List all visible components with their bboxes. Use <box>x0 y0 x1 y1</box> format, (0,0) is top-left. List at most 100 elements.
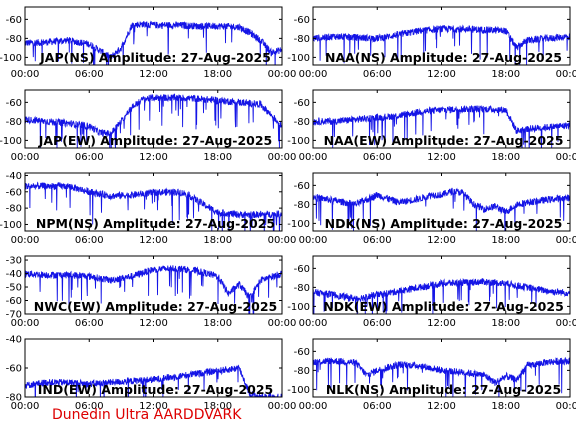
x-tick-label: 18:00 <box>203 235 232 246</box>
y-tick-label: -40 <box>6 269 22 280</box>
y-tick-label: -60 <box>294 15 310 26</box>
x-tick-label: 00:00 <box>11 318 40 329</box>
x-tick-label: 18:00 <box>491 69 520 80</box>
panel-title: JAP(EW) Amplitude: 27-Aug-2025 <box>38 133 273 148</box>
x-tick-label: 12:00 <box>139 318 168 329</box>
y-tick-label: -80 <box>6 117 22 128</box>
x-tick-label: 00:00 <box>299 152 328 163</box>
x-tick-label: 06:00 <box>363 318 392 329</box>
series-line <box>25 93 282 148</box>
x-tick-label: 18:00 <box>203 318 232 329</box>
y-tick-label: -80 <box>294 200 310 211</box>
x-tick-label: 00:00 <box>556 235 576 246</box>
x-tick-label: 00:00 <box>299 401 328 412</box>
y-tick-label: -60 <box>6 15 22 26</box>
y-tick-label: -80 <box>294 34 310 45</box>
x-tick-label: 06:00 <box>75 235 104 246</box>
panel-title: NAA(EW) Amplitude: 27-Aug-2025 <box>324 133 564 148</box>
y-tick-label: -50 <box>6 283 22 294</box>
x-tick-label: 12:00 <box>427 235 456 246</box>
chart-panel-5: 00:00 06:00 12:00 18:00 00:00 -100 -80 -60 -40 NP… <box>0 171 296 246</box>
panel-title: NPM(NS) Amplitude: 27-Aug-2025 <box>36 216 275 231</box>
y-tick-label: -60 <box>6 296 22 307</box>
y-tick-label: -100 <box>0 136 22 147</box>
y-tick-label: -60 <box>6 98 22 109</box>
y-tick-label: -60 <box>294 347 310 358</box>
y-tick-label: -100 <box>0 220 22 231</box>
series-line <box>25 364 282 397</box>
x-tick-label: 00:00 <box>11 152 40 163</box>
panel-title: NDK(NS) Amplitude: 27-Aug-2025 <box>325 216 563 231</box>
x-tick-label: 06:00 <box>363 69 392 80</box>
x-tick-label: 00:00 <box>299 318 328 329</box>
y-tick-label: -60 <box>294 181 310 192</box>
x-tick-label: 00:00 <box>268 401 297 412</box>
x-tick-label: 12:00 <box>427 69 456 80</box>
panel-title: IND(EW) Amplitude: 27-Aug-2025 <box>38 382 274 397</box>
x-tick-label: 12:00 <box>139 69 168 80</box>
x-tick-label: 00:00 <box>299 69 328 80</box>
x-tick-label: 12:00 <box>427 401 456 412</box>
series-line <box>313 104 570 148</box>
series-line <box>25 181 282 231</box>
y-tick-label: -100 <box>287 385 310 396</box>
y-tick-label: -80 <box>294 283 310 294</box>
series-line <box>313 24 570 65</box>
y-tick-label: -80 <box>6 204 22 215</box>
x-tick-label: 18:00 <box>203 69 232 80</box>
y-tick-label: -100 <box>287 219 310 230</box>
chart-panel-4: 00:00 06:00 12:00 18:00 00:00 -100 -80 -60 NAA(E… <box>287 89 576 163</box>
panel-title: NWC(EW) Amplitude: 27-Aug-2025 <box>34 299 277 314</box>
x-tick-label: 00:00 <box>556 152 576 163</box>
x-tick-label: 12:00 <box>139 401 168 412</box>
chart-panel-10: 00:00 06:00 12:00 18:00 00:00 -100 -80 -60 NLK(N… <box>287 338 576 412</box>
x-tick-label: 06:00 <box>75 152 104 163</box>
x-tick-label: 00:00 <box>11 69 40 80</box>
y-tick-label: -60 <box>294 98 310 109</box>
chart-panel-8: 00:00 06:00 12:00 18:00 00:00 -100 -80 -60 NDK(E… <box>287 255 576 329</box>
series-line <box>313 357 570 397</box>
y-tick-label: -60 <box>6 187 22 198</box>
x-tick-label: 00:00 <box>556 69 576 80</box>
y-tick-label: -80 <box>6 393 22 404</box>
x-tick-label: 00:00 <box>299 235 328 246</box>
chart-panel-9: 00:00 06:00 12:00 18:00 00:00-80-60-40IND(EW… <box>6 335 297 413</box>
x-tick-label: 18:00 <box>203 401 232 412</box>
x-tick-label: 06:00 <box>363 235 392 246</box>
y-tick-label: -80 <box>6 34 22 45</box>
series-line <box>313 277 570 314</box>
x-tick-label: 06:00 <box>363 152 392 163</box>
x-tick-label: 00:00 <box>11 401 40 412</box>
chart-panel-6: 00:00 06:00 12:00 18:00 00:00 -100 -80 -60 NDK(N… <box>287 172 576 246</box>
x-tick-label: 12:00 <box>139 235 168 246</box>
x-tick-label: 12:00 <box>427 318 456 329</box>
y-tick-label: -60 <box>294 264 310 275</box>
y-tick-label: -100 <box>287 136 310 147</box>
y-tick-label: -100 <box>287 302 310 313</box>
y-tick-label: -100 <box>287 53 310 64</box>
x-tick-label: 18:00 <box>203 152 232 163</box>
x-tick-label: 00:00 <box>11 235 40 246</box>
x-tick-label: 18:00 <box>491 152 520 163</box>
x-tick-label: 12:00 <box>427 152 456 163</box>
series-line <box>25 20 282 65</box>
chart-panel-1: 00:00 06:00 12:00 18:00 00:00 -100 -80 -60 JAP(N… <box>0 6 297 80</box>
x-tick-label: 00:00 <box>268 69 297 80</box>
footer-credit: Dunedin Ultra AARDDVARK <box>52 407 242 423</box>
series-line <box>25 265 282 314</box>
x-tick-label: 06:00 <box>75 318 104 329</box>
y-tick-label: -80 <box>294 117 310 128</box>
chart-panel-2: 00:00 06:00 12:00 18:00 00:00 -100 -80 -60 NAA(N… <box>287 6 576 80</box>
x-tick-label: 06:00 <box>75 401 104 412</box>
x-tick-label: 00:00 <box>268 318 297 329</box>
x-tick-label: 00:00 <box>268 235 297 246</box>
x-tick-label: 18:00 <box>491 401 520 412</box>
x-tick-label: 18:00 <box>491 235 520 246</box>
y-tick-label: -80 <box>294 366 310 377</box>
y-tick-label: -100 <box>0 53 22 64</box>
panel-title: NAA(NS) Amplitude: 27-Aug-2025 <box>325 50 562 65</box>
x-tick-label: 00:00 <box>556 401 576 412</box>
x-tick-label: 06:00 <box>75 69 104 80</box>
chart-panel-7: 00:00 06:00 12:00 18:00 00:00-70-60-50-40-30… <box>6 255 297 329</box>
